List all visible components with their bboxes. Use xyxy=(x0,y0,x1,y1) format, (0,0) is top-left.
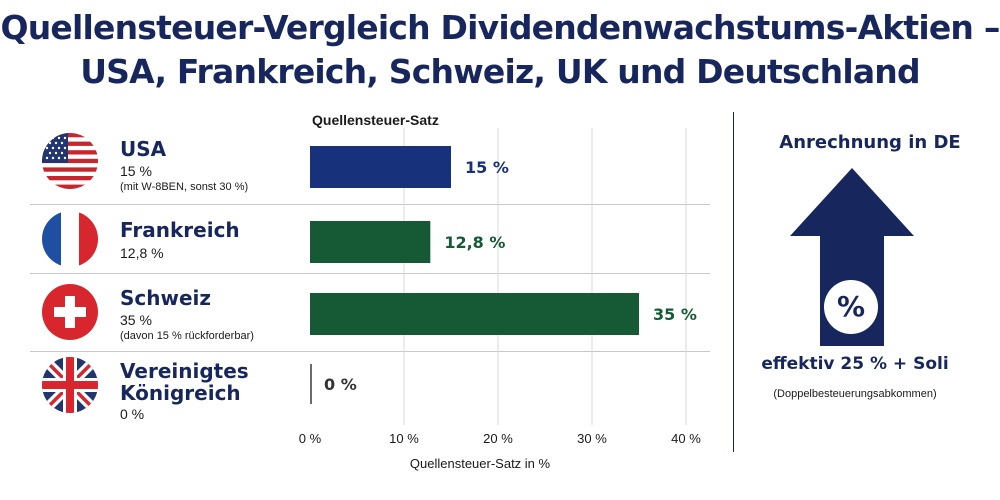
right-panel-title: Anrechnung in DE xyxy=(779,132,961,153)
switzerland-flag-icon xyxy=(42,284,98,340)
dba-note: (Doppelbesteuerungsabkommen) xyxy=(773,388,937,400)
bar-usa xyxy=(310,146,451,188)
country-name-switzerland: Schweiz xyxy=(120,286,212,310)
bar-value-label: 35 % xyxy=(653,305,697,324)
bar-value-label: 15 % xyxy=(465,158,509,177)
page-title-line1: Quellensteuer-Vergleich Dividendenwachst… xyxy=(0,8,1000,47)
up-arrow-icon xyxy=(790,168,914,351)
x-tick-label: 0 % xyxy=(299,431,322,446)
country-note-switzerland: (davon 15 % rückforderbar) xyxy=(120,330,254,342)
page-title-line2: USA, Frankreich, Schweiz, UK und Deutsch… xyxy=(80,52,920,91)
country-rate-switzerland: 35 % xyxy=(120,312,152,328)
row-separator xyxy=(30,204,710,205)
country-rate-france: 12,8 % xyxy=(120,245,164,261)
x-axis-label: Quellensteuer-Satz in % xyxy=(409,456,551,471)
panel-divider xyxy=(733,112,734,452)
effective-tax-text: effektiv 25 % + Soli xyxy=(761,354,949,374)
bar-value-label: 12,8 % xyxy=(444,233,505,252)
bar-frankreich xyxy=(310,221,431,263)
country-rate-usa: 15 % xyxy=(120,163,152,179)
bar-value-label: 0 % xyxy=(324,375,357,394)
row-separator xyxy=(30,273,710,274)
x-tick-label: 30 % xyxy=(577,431,607,446)
row-separator xyxy=(30,351,710,352)
bar-schweiz xyxy=(310,293,639,335)
percent-symbol-icon: % xyxy=(824,280,878,334)
usa-flag-icon xyxy=(42,133,98,189)
country-name-usa: USA xyxy=(120,137,167,161)
x-tick-label: 40 % xyxy=(671,431,701,446)
country-name-uk-line2: Königreich xyxy=(120,381,241,405)
x-tick-label: 20 % xyxy=(483,431,513,446)
country-name-uk-line1: Vereinigtes xyxy=(120,359,249,383)
x-tick-label: 10 % xyxy=(389,431,419,446)
country-note-usa: (mit W-8BEN, sonst 30 %) xyxy=(120,181,249,193)
bar-zero-marker xyxy=(310,364,312,404)
country-name-france: Frankreich xyxy=(120,218,240,242)
country-rate-uk: 0 % xyxy=(120,406,145,422)
uk-flag-icon xyxy=(42,357,98,413)
france-flag-icon xyxy=(42,211,98,267)
chart-heading: Quellensteuer-Satz xyxy=(312,112,439,128)
